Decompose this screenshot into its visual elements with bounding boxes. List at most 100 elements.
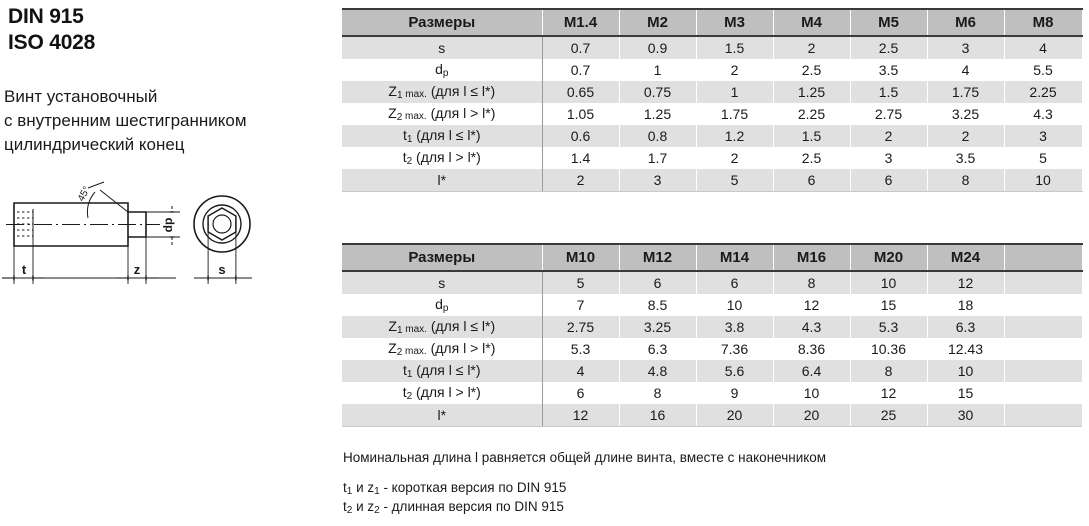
cell: 1.05 xyxy=(541,103,620,125)
cell: 1 xyxy=(618,59,697,81)
cell: 2 xyxy=(849,125,928,147)
cell: 6.3 xyxy=(618,338,697,360)
table2-header-m16: M16 xyxy=(772,243,851,272)
table-row-s: s 5 6 6 8 10 12 xyxy=(342,271,1082,294)
table2-header-empty xyxy=(1003,243,1083,272)
cell: 20 xyxy=(695,404,774,427)
row-label-z2max: Z2 max. (для l > l*) xyxy=(342,338,543,360)
cell: 10 xyxy=(772,382,851,404)
row-label-z2max: Z2 max. (для l > l*) xyxy=(342,103,543,125)
product-description-line-2: с внутренним шестигранником xyxy=(4,111,247,130)
dim-s-arrows xyxy=(207,275,237,281)
cell: 1.2 xyxy=(695,125,774,147)
table2-header-m24: M24 xyxy=(926,243,1005,272)
cell: 1.75 xyxy=(695,103,774,125)
row-label-t2: t2 (для l > l*) xyxy=(342,147,543,169)
cell: 6 xyxy=(849,169,928,192)
cell: 6 xyxy=(772,169,851,192)
row-label-t1: t1 (для l ≤ l*) xyxy=(342,125,543,147)
drawing-svg: 45° t xyxy=(2,181,252,284)
cell: 7 xyxy=(541,294,620,316)
cell: 2 xyxy=(926,125,1005,147)
cell: 2.25 xyxy=(1003,81,1083,103)
cell: 5.3 xyxy=(849,316,928,338)
cell: 5.6 xyxy=(695,360,774,382)
row-label-dp: dp xyxy=(342,294,543,316)
cell: 7.36 xyxy=(695,338,774,360)
cell: 2.5 xyxy=(772,59,851,81)
cell: 0.65 xyxy=(541,81,620,103)
cell-empty xyxy=(1003,316,1082,338)
product-description-line-3: цилиндрический конец xyxy=(4,135,185,154)
cell: 4.3 xyxy=(1003,103,1083,125)
cell: 3 xyxy=(618,169,697,192)
cell-empty xyxy=(1003,382,1082,404)
angle-arc xyxy=(86,191,96,219)
table-row-t1: t1 (для l ≤ l*) 0.6 0.8 1.2 1.5 2 2 3 xyxy=(342,125,1083,147)
dim-t-arrows xyxy=(2,275,45,281)
row-label-lstar: l* xyxy=(342,404,543,427)
cell: 8.36 xyxy=(772,338,851,360)
angle-arrow-tail xyxy=(87,181,105,189)
row-label-z1max: Z1 max. (для l ≤ l*) xyxy=(342,316,543,338)
row-label-lstar: l* xyxy=(342,169,543,192)
cell: 6.4 xyxy=(772,360,851,382)
cell: 2.75 xyxy=(849,103,928,125)
cell: 1.25 xyxy=(618,103,697,125)
table2-header-m14: M14 xyxy=(695,243,774,272)
cell: 1.7 xyxy=(618,147,697,169)
cell: 4 xyxy=(1003,36,1083,59)
dim-dp-label: dp xyxy=(161,218,175,233)
cell: 8.5 xyxy=(618,294,697,316)
cell: 6 xyxy=(541,382,620,404)
table-header-row: Размеры M10 M12 M14 M16 M20 M24 xyxy=(342,243,1083,272)
end-view-outer-circle xyxy=(193,195,251,253)
cell: 1 xyxy=(695,81,774,103)
cell: 2 xyxy=(695,59,774,81)
cell: 3.8 xyxy=(695,316,774,338)
table-header-row: Размеры M1.4 M2 M3 M4 M5 M6 M8 xyxy=(342,8,1083,37)
product-description-line-1: Винт установочный xyxy=(4,87,158,106)
note-short-version: t1 и z1 - короткая версия по DIN 915 xyxy=(343,480,567,497)
cell: 2 xyxy=(695,147,774,169)
cell: 8 xyxy=(618,382,697,404)
cell: 8 xyxy=(772,271,851,294)
cell: 1.4 xyxy=(541,147,620,169)
cell: 15 xyxy=(926,382,1005,404)
cell-empty xyxy=(1003,294,1082,316)
table1-header-m6: M6 xyxy=(926,8,1005,37)
table-row-t1: t1 (для l ≤ l*) 4 4.8 5.6 6.4 8 10 xyxy=(342,360,1082,382)
standard-din-title: DIN 915 xyxy=(8,5,84,28)
dimensions-table-metric-small: Размеры M1.4 M2 M3 M4 M5 M6 M8 s 0.7 0.9… xyxy=(342,8,1083,192)
cell: 3 xyxy=(926,36,1005,59)
cell: 8 xyxy=(849,360,928,382)
dim-s-label: s xyxy=(218,262,225,277)
cell: 0.75 xyxy=(618,81,697,103)
table2-header-m12: M12 xyxy=(618,243,697,272)
dim-z-arrows xyxy=(116,275,158,281)
dim-dp-arrows xyxy=(169,206,175,246)
dim-z-label: z xyxy=(134,262,141,277)
table-row-t2: t2 (для l > l*) 1.4 1.7 2 2.5 3 3.5 5 xyxy=(342,147,1083,169)
cell: 6.3 xyxy=(926,316,1005,338)
cell-empty xyxy=(1003,338,1082,360)
cell: 2.25 xyxy=(772,103,851,125)
table1-header-label: Размеры xyxy=(342,8,543,37)
cell: 10 xyxy=(926,360,1005,382)
extension-lines xyxy=(13,211,180,284)
cell: 0.9 xyxy=(618,36,697,59)
cell: 8 xyxy=(926,169,1005,192)
cell: 12 xyxy=(541,404,620,427)
table-row-z1max: Z1 max. (для l ≤ l*) 0.65 0.75 1 1.25 1.… xyxy=(342,81,1083,103)
table-row-lstar: l* 12 16 20 20 25 30 xyxy=(342,404,1082,427)
cell: 3.5 xyxy=(926,147,1005,169)
cell: 5 xyxy=(541,271,620,294)
table-row-z2max: Z2 max. (для l > l*) 5.3 6.3 7.36 8.36 1… xyxy=(342,338,1082,360)
cell: 4.8 xyxy=(618,360,697,382)
cell: 12.43 xyxy=(926,338,1005,360)
table1-header-m8: M8 xyxy=(1003,8,1083,37)
cell: 20 xyxy=(772,404,851,427)
cell: 3.25 xyxy=(926,103,1005,125)
cell: 4 xyxy=(541,360,620,382)
cell-empty xyxy=(1003,271,1082,294)
